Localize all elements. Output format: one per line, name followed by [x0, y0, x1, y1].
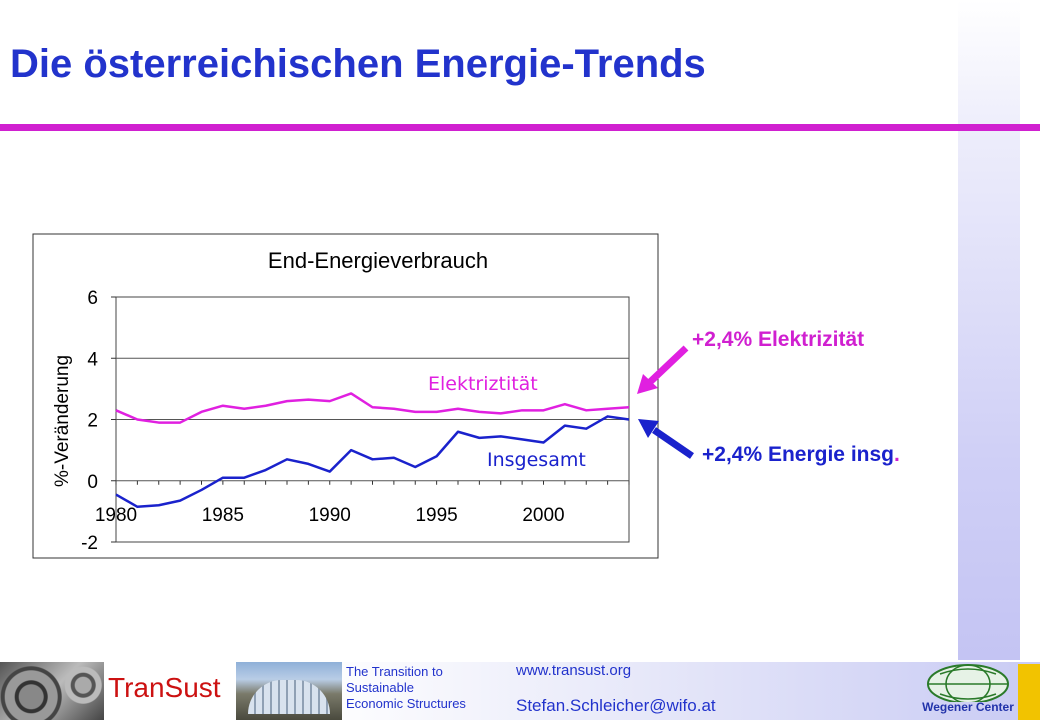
series-line-insgesamt — [115, 415, 630, 509]
total-arrow-icon — [652, 427, 694, 459]
series-line-elektrizitaet — [115, 392, 630, 424]
wegener-logo-text: Wegener Center — [922, 700, 1014, 714]
y-tick-label: 0 — [87, 472, 98, 493]
wegener-center-logo: Wegener Center — [920, 662, 1016, 720]
transust-logo: TranSust — [108, 672, 221, 704]
series-label-elektrizitaet: Elektriztität — [428, 373, 538, 395]
electricity-arrow-icon — [647, 345, 689, 385]
building-image — [236, 662, 342, 720]
chart-y-axis-label: %-Veränderung — [52, 355, 73, 487]
x-tick-label: 1980 — [95, 505, 137, 526]
page-title: Die österreichischen Energie-Trends — [10, 42, 706, 86]
electricity-callout: +2,4% Elektrizität — [692, 328, 865, 351]
brand-sust: Sust — [164, 672, 221, 703]
electricity-arrow-head-icon — [637, 374, 658, 394]
brand-tran: Tran — [108, 672, 165, 703]
x-tick-label: 2000 — [522, 505, 564, 526]
contact-email[interactable]: Stefan.Schleicher@wifo.at — [516, 696, 716, 715]
title-divider — [0, 124, 1040, 131]
total-arrow-head-icon — [638, 419, 659, 438]
y-tick-label: 2 — [87, 411, 98, 432]
series-label-insgesamt: Insgesamt — [487, 449, 586, 471]
total-energy-callout-text: +2,4% Energie insg — [702, 443, 894, 466]
tagline-line-2: Sustainable — [346, 680, 414, 695]
y-tick-label: 6 — [87, 288, 98, 309]
decorative-side-band — [958, 0, 1020, 660]
footer-tagline: The Transition to Sustainable Economic S… — [346, 664, 466, 712]
y-tick-label: -2 — [81, 533, 98, 554]
tagline-line-1: The Transition to — [346, 664, 443, 679]
x-tick-label: 1985 — [202, 505, 244, 526]
y-tick-label: 4 — [87, 349, 98, 370]
university-logo-icon — [1018, 664, 1040, 720]
website-link[interactable]: www.transust.org — [516, 662, 632, 679]
footer: TranSust The Transition to Sustainable E… — [0, 662, 1040, 720]
globe-icon — [927, 664, 1009, 704]
tagline-line-3: Economic Structures — [346, 696, 466, 711]
gears-image — [0, 662, 104, 720]
total-energy-callout-dot: . — [894, 443, 900, 466]
x-tick-label: 1990 — [309, 505, 351, 526]
total-energy-callout: +2,4% Energie insg. — [702, 443, 900, 467]
x-tick-label: 1995 — [415, 505, 457, 526]
chart-title: End-Energieverbrauch — [268, 248, 488, 273]
